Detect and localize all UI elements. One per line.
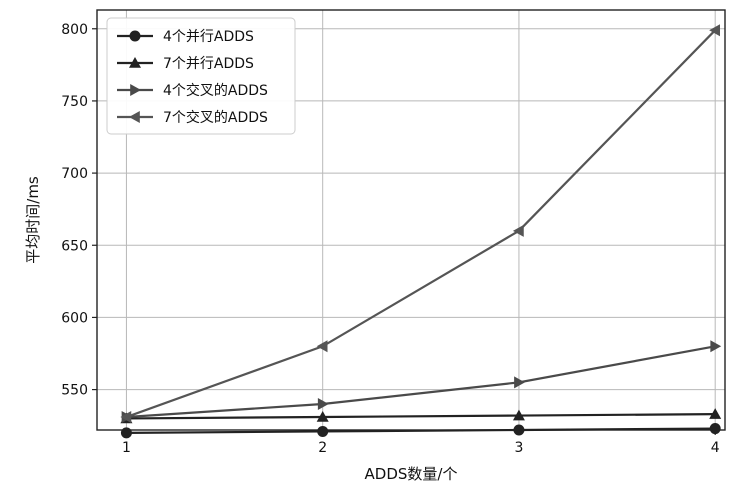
legend-item: 7个交叉的ADDS — [117, 109, 268, 126]
series-line — [126, 345, 716, 419]
data-point — [317, 398, 329, 411]
legend-label: 7个交叉的ADDS — [163, 109, 268, 126]
x-tick-label: 4 — [711, 440, 720, 456]
y-tick-label: 700 — [61, 166, 88, 182]
data-point — [709, 24, 720, 37]
legend-label: 4个并行ADDS — [163, 29, 254, 45]
legend-box — [106, 17, 296, 135]
legend-label: 7个并行ADDS — [163, 56, 254, 72]
y-axis-title: 平均时间/ms — [24, 176, 42, 264]
x-tick-label: 2 — [318, 440, 327, 456]
y-tick-label: 800 — [61, 22, 88, 38]
series-line — [126, 29, 716, 419]
series-line — [126, 427, 716, 434]
series-line — [126, 413, 716, 420]
data-point — [514, 376, 525, 389]
data-point — [710, 340, 722, 353]
data-point — [709, 408, 722, 419]
x-tick-label: 1 — [122, 440, 131, 456]
data-point — [316, 340, 328, 353]
legend: 4个并行ADDS 7个并行ADDS 4个交叉的ADDS 7个交叉的ADDS — [106, 17, 296, 135]
x-axis-title: ADDS数量/个 — [365, 465, 458, 483]
legend-label: 4个交叉的ADDS — [163, 82, 268, 99]
legend-item: 4个并行ADDS — [117, 29, 254, 45]
series-group — [120, 24, 722, 439]
y-tick-label: 600 — [61, 310, 88, 326]
axis-ticks: 1 2 3 4 550 600 650 700 750 800 — [61, 22, 719, 456]
legend-marker — [129, 111, 140, 123]
data-point — [512, 224, 524, 237]
data-point — [512, 409, 525, 421]
legend-marker — [129, 57, 141, 68]
x-tick-label: 3 — [514, 440, 523, 456]
series-4 — [120, 24, 720, 424]
legend-item: 4个交叉的ADDS — [117, 82, 268, 99]
data-point — [709, 423, 721, 435]
plot-area-frame — [96, 9, 726, 431]
legend-marker — [129, 30, 141, 42]
legend-item: 7个并行ADDS — [117, 56, 254, 72]
data-point — [316, 411, 329, 422]
data-point — [120, 411, 132, 424]
y-tick-label: 650 — [61, 238, 88, 254]
y-tick-label: 550 — [61, 383, 88, 399]
y-tick-label: 750 — [61, 94, 88, 110]
legend-marker — [130, 84, 141, 96]
